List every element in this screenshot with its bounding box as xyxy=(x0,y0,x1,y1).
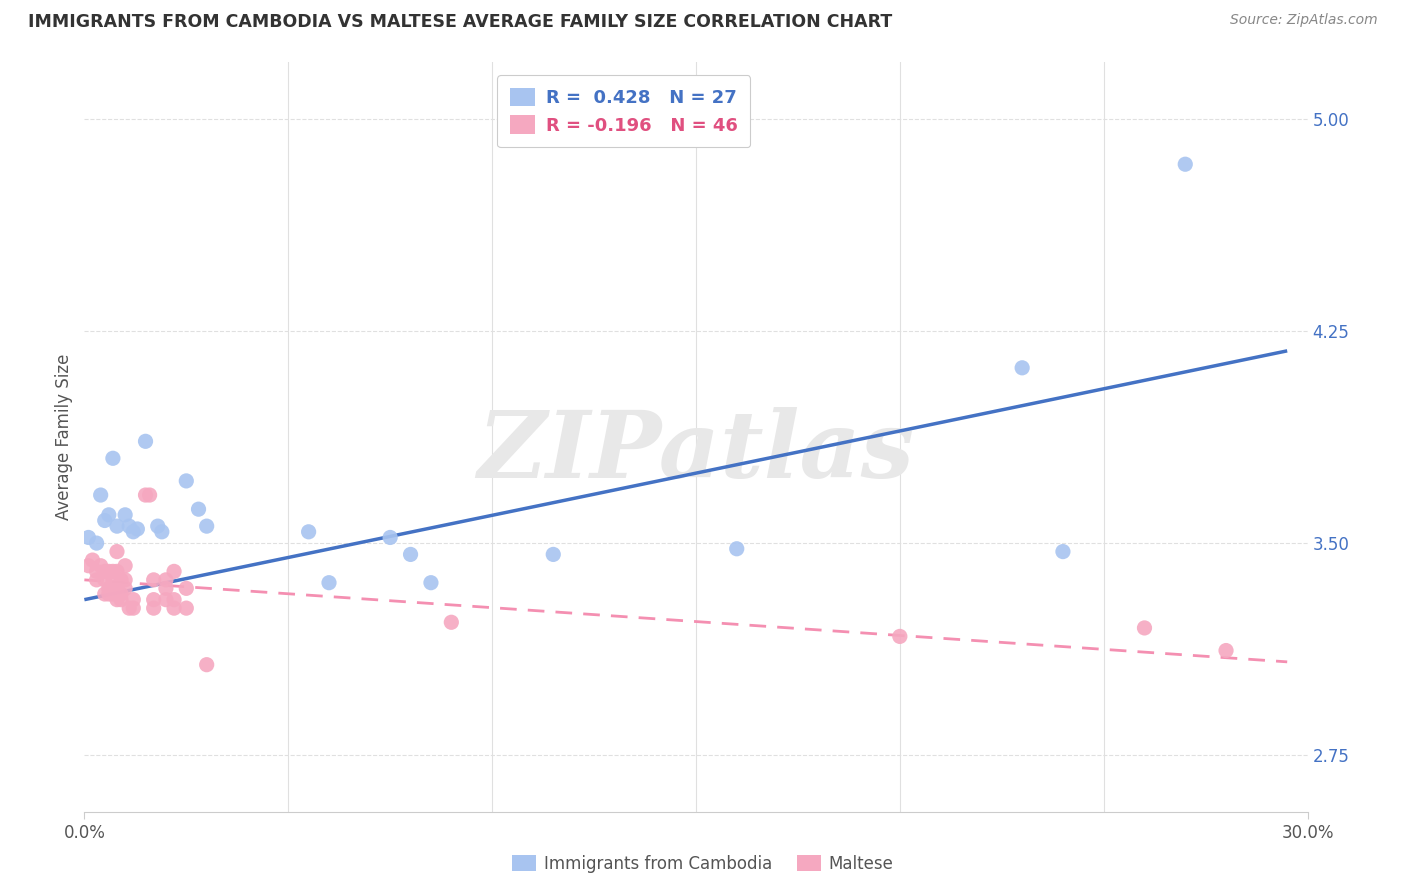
Point xyxy=(420,575,443,590)
Point xyxy=(889,629,911,643)
Point xyxy=(135,488,157,502)
Point xyxy=(114,508,136,522)
Point xyxy=(142,573,165,587)
Legend: Immigrants from Cambodia, Maltese: Immigrants from Cambodia, Maltese xyxy=(506,848,900,880)
Legend: R =  0.428   N = 27, R = -0.196   N = 46: R = 0.428 N = 27, R = -0.196 N = 46 xyxy=(498,75,751,147)
Point xyxy=(142,592,165,607)
Point xyxy=(97,565,120,579)
Point xyxy=(101,565,124,579)
Point xyxy=(298,524,321,539)
Point xyxy=(399,548,422,562)
Point xyxy=(97,508,120,522)
Point xyxy=(1011,360,1033,375)
Point xyxy=(77,531,100,545)
Point xyxy=(195,519,218,533)
Text: Source: ZipAtlas.com: Source: ZipAtlas.com xyxy=(1230,13,1378,28)
Point xyxy=(101,451,124,466)
Point xyxy=(1215,643,1237,657)
Point xyxy=(97,587,120,601)
Point xyxy=(82,553,104,567)
Point xyxy=(440,615,463,630)
Point xyxy=(101,582,124,596)
Point xyxy=(163,601,186,615)
Point xyxy=(122,592,145,607)
Point xyxy=(86,536,108,550)
Point xyxy=(380,531,402,545)
Point xyxy=(93,514,115,528)
Point xyxy=(135,434,157,449)
Point xyxy=(163,592,186,607)
Point xyxy=(90,558,112,573)
Point xyxy=(118,601,141,615)
Point xyxy=(93,565,115,579)
Point xyxy=(174,582,197,596)
Point xyxy=(105,565,128,579)
Point xyxy=(155,582,177,596)
Point xyxy=(93,587,115,601)
Point xyxy=(122,524,145,539)
Point xyxy=(114,558,136,573)
Point xyxy=(110,573,132,587)
Point xyxy=(101,573,124,587)
Point xyxy=(1052,544,1074,558)
Point xyxy=(174,601,197,615)
Point xyxy=(127,522,149,536)
Point xyxy=(187,502,209,516)
Point xyxy=(155,573,177,587)
Text: IMMIGRANTS FROM CAMBODIA VS MALTESE AVERAGE FAMILY SIZE CORRELATION CHART: IMMIGRANTS FROM CAMBODIA VS MALTESE AVER… xyxy=(28,13,893,31)
Point xyxy=(86,565,108,579)
Point xyxy=(150,524,173,539)
Point xyxy=(105,582,128,596)
Point xyxy=(101,587,124,601)
Point xyxy=(110,587,132,601)
Point xyxy=(163,565,186,579)
Point xyxy=(90,488,112,502)
Point xyxy=(138,488,160,502)
Point xyxy=(114,573,136,587)
Point xyxy=(122,601,145,615)
Text: ZIPatlas: ZIPatlas xyxy=(478,407,914,497)
Point xyxy=(105,519,128,533)
Point xyxy=(195,657,218,672)
Point xyxy=(155,592,177,607)
Point xyxy=(174,474,197,488)
Point xyxy=(77,558,100,573)
Point xyxy=(543,548,565,562)
Point xyxy=(1133,621,1156,635)
Point xyxy=(142,601,165,615)
Point xyxy=(118,519,141,533)
Point xyxy=(146,519,169,533)
Point xyxy=(318,575,340,590)
Point xyxy=(110,592,132,607)
Point xyxy=(97,582,120,596)
Point xyxy=(725,541,748,556)
Point xyxy=(114,582,136,596)
Point xyxy=(86,573,108,587)
Point xyxy=(93,573,115,587)
Point xyxy=(105,592,128,607)
Point xyxy=(105,544,128,558)
Y-axis label: Average Family Size: Average Family Size xyxy=(55,354,73,520)
Point xyxy=(1174,157,1197,171)
